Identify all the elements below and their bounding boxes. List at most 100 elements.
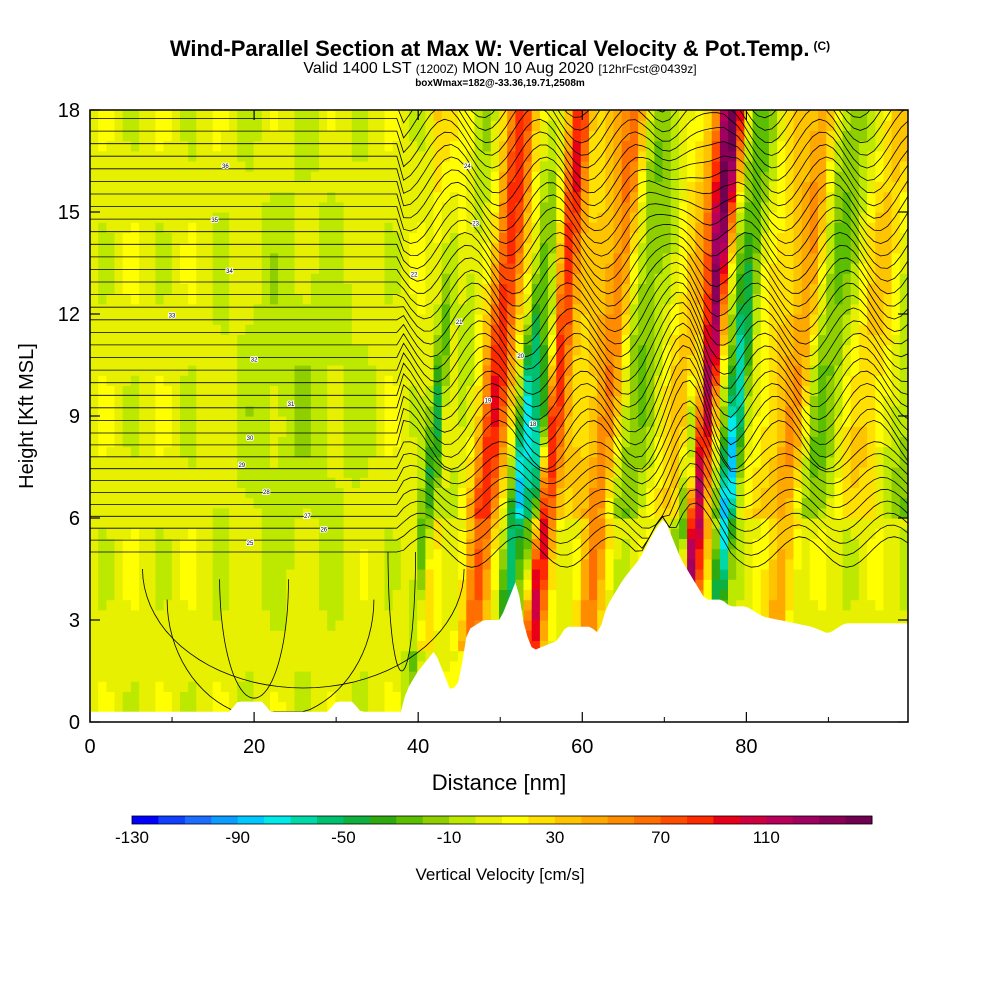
field-cell [327, 110, 336, 121]
field-cell [654, 324, 664, 335]
field-cell [752, 201, 762, 213]
field-cell [392, 161, 402, 172]
field-cell [270, 650, 279, 662]
field-cell [310, 263, 320, 274]
field-cell [515, 548, 525, 560]
field-cell [351, 569, 361, 580]
field-cell [229, 140, 238, 152]
field-cell [278, 569, 287, 580]
field-cell [695, 324, 705, 335]
field-cell [711, 405, 721, 417]
field-cell [122, 528, 132, 539]
field-cell [286, 222, 296, 233]
field-cell [261, 538, 271, 550]
field-cell [335, 324, 345, 335]
field-cell [629, 528, 639, 539]
field-cell [376, 293, 386, 305]
field-cell [163, 354, 173, 366]
field-cell [278, 579, 287, 590]
field-cell [245, 273, 255, 284]
field-cell [163, 599, 173, 611]
field-cell [384, 395, 394, 407]
field-cell [605, 436, 615, 448]
field-cell [490, 273, 500, 284]
field-cell [441, 518, 451, 529]
field-cell [728, 467, 737, 478]
field-cell [278, 416, 287, 427]
field-cell [449, 252, 459, 264]
field-cell [335, 140, 345, 152]
field-cell [613, 344, 623, 356]
field-cell [163, 640, 173, 652]
field-cell [572, 507, 582, 519]
field-cell [155, 354, 165, 366]
field-cell [204, 354, 214, 366]
field-cell [310, 110, 320, 121]
field-cell [711, 150, 721, 162]
field-cell [270, 222, 279, 233]
field-cell [180, 671, 189, 682]
field-cell [327, 691, 336, 703]
field-cell [572, 620, 582, 631]
field-cell [229, 589, 238, 601]
field-cell [359, 385, 369, 397]
field-cell [621, 324, 631, 335]
field-cell [752, 436, 762, 448]
field-cell [449, 161, 459, 172]
field-cell [449, 242, 459, 254]
field-cell [409, 171, 418, 182]
field-cell [310, 426, 320, 437]
field-cell [662, 334, 672, 346]
field-cell [425, 242, 435, 254]
field-cell [114, 395, 124, 407]
field-cell [474, 293, 484, 305]
field-cell [122, 579, 132, 590]
field-cell [409, 222, 418, 233]
field-cell [400, 548, 410, 560]
field-cell [580, 344, 590, 356]
field-cell [245, 395, 255, 407]
field-cell [122, 671, 132, 682]
field-cell [368, 507, 377, 519]
field-cell [130, 507, 140, 519]
field-cell [392, 518, 402, 529]
field-cell [392, 609, 402, 621]
field-cell [319, 222, 328, 233]
field-cell [261, 293, 271, 305]
field-cell [687, 161, 696, 172]
field-cell [744, 344, 754, 356]
field-cell [237, 263, 246, 274]
field-cell [220, 426, 230, 437]
field-cell [253, 518, 263, 529]
field-cell [580, 609, 590, 621]
field-cell [237, 650, 246, 662]
field-cell [278, 171, 287, 182]
field-cell [744, 293, 754, 305]
field-cell [237, 609, 246, 621]
field-cell [147, 242, 157, 254]
field-cell [90, 650, 99, 662]
field-cell [507, 232, 516, 244]
field-cell [229, 446, 238, 458]
field-cell [278, 609, 287, 621]
field-cell [212, 609, 222, 621]
field-cell [384, 497, 394, 509]
field-cell [294, 477, 304, 488]
field-cell [376, 191, 386, 203]
field-cell [204, 609, 214, 621]
field-cell [499, 232, 508, 244]
field-cell [147, 609, 157, 621]
field-cell [253, 283, 263, 295]
field-cell [147, 477, 157, 488]
field-cell [261, 569, 271, 580]
field-cell [695, 344, 705, 356]
field-cell [270, 681, 279, 692]
field-cell [270, 334, 279, 346]
field-cell [417, 273, 426, 284]
field-cell [711, 558, 721, 570]
field-cell [171, 171, 181, 182]
field-cell [679, 477, 688, 488]
field-cell [719, 558, 729, 570]
field-cell [556, 222, 566, 233]
field-cell [302, 130, 312, 142]
